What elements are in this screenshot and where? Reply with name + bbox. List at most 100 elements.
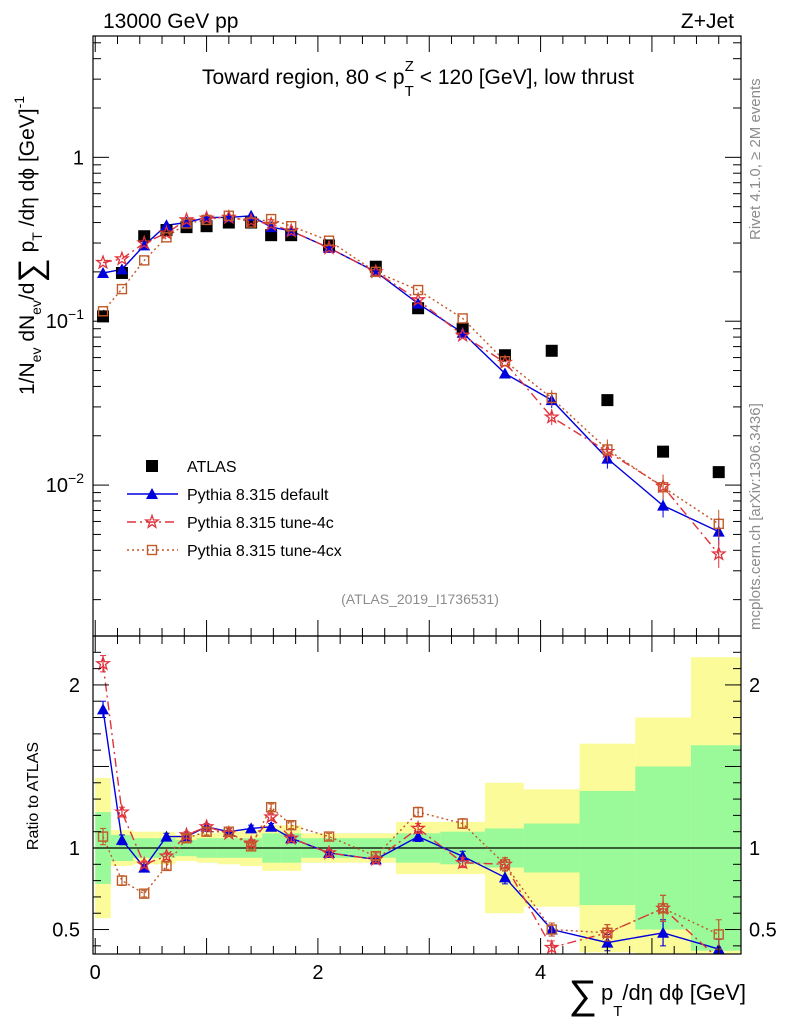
series-line — [102, 215, 719, 533]
data-point — [410, 291, 427, 307]
ratio-point — [412, 806, 424, 818]
ratio-point — [657, 926, 670, 938]
ratio-frame — [92, 635, 742, 955]
x-axis-label: ∑ pT/dη dϕ [GeV] — [568, 973, 746, 1020]
legend-marker — [146, 544, 158, 556]
data-point — [710, 545, 727, 561]
x-tick-label: 4 — [535, 962, 546, 984]
ratio-point — [245, 822, 258, 834]
legend-label: Pythia 8.315 tune-4cx — [187, 543, 342, 560]
ratio-y-tick-label: 0.5 — [52, 920, 80, 942]
legend-marker — [143, 513, 161, 529]
ratio-y-tick-label: 2 — [69, 675, 80, 697]
ratio-point — [283, 829, 300, 846]
ratio-point — [370, 850, 382, 862]
ratio-point — [139, 888, 150, 899]
analysis-watermark: (ATLAS_2019_I1736531) — [341, 591, 499, 607]
ratio-point — [321, 844, 338, 860]
data-point — [116, 283, 128, 295]
data-point — [545, 344, 558, 357]
data-point — [94, 254, 112, 270]
ratio-point — [113, 803, 130, 820]
ratio-point — [543, 938, 560, 954]
data-point — [245, 217, 257, 228]
legend-label: ATLAS — [187, 459, 237, 476]
ratio-point — [160, 830, 173, 842]
series-line — [102, 215, 720, 525]
ratio-point — [201, 826, 212, 837]
data-point — [543, 408, 560, 424]
data-point — [158, 224, 175, 240]
ratio-point — [457, 818, 468, 829]
mcplots-label: mcplots.cern.ch [arXiv:1306.3436] — [747, 403, 764, 630]
ratio-panel: 2 2 1 1 0.5 0.5 0 2 4 Ratio to ATLAS ∑ pT/dη dϕ … — [25, 635, 777, 1020]
ratio-y-ticks: 2 2 1 1 0.5 0.5 — [52, 651, 777, 947]
ratio-point — [412, 830, 425, 842]
legend-label: Pythia 8.315 tune-4c — [187, 515, 334, 532]
data-point — [265, 213, 277, 225]
ratio-point — [181, 833, 192, 844]
ratio-point — [713, 929, 724, 940]
ratio-point — [97, 703, 110, 715]
ratio-point — [498, 871, 511, 883]
rivet-label: Rivet 4.1.0, ≥ 2M events — [747, 78, 764, 240]
data-point — [601, 394, 614, 407]
data-point — [412, 284, 424, 296]
main-panel: Toward region, 80 < pTZ < 120 [GeV], low… — [11, 35, 742, 637]
data-point — [223, 210, 235, 221]
ratio-point — [454, 854, 471, 870]
ratio-y-label: Ratio to ATLAS — [25, 742, 42, 850]
ratio-point — [263, 808, 280, 824]
main-series — [94, 208, 727, 568]
ratio-point — [323, 831, 335, 842]
data-point — [498, 367, 511, 379]
legend-label: Pythia 8.315 default — [187, 487, 329, 504]
legend: ATLAS Pythia 8.315 default Pythia 8.315 tu… — [127, 459, 342, 560]
ratio-y-tick-label: 1 — [749, 838, 760, 860]
y-tick-label: 1 — [73, 147, 84, 169]
data-point — [546, 392, 557, 404]
data-point — [97, 266, 110, 278]
ratio-point — [116, 875, 128, 886]
data-point — [454, 326, 471, 343]
ratio-point — [657, 903, 669, 914]
data-point — [265, 229, 278, 242]
ratio-point — [601, 936, 614, 948]
data-point — [113, 250, 130, 266]
data-point — [323, 235, 335, 246]
data-point — [370, 266, 382, 278]
data-point — [178, 211, 195, 227]
header-right: Z+Jet — [681, 10, 734, 33]
ratio-point — [499, 859, 511, 870]
data-point — [139, 255, 150, 266]
x-tick-label: 2 — [312, 962, 323, 984]
main-title: Toward region, 80 < pTZ < 120 [GeV], low… — [202, 58, 634, 100]
ratio-point — [546, 924, 557, 935]
data-point — [115, 263, 128, 275]
y-tick-label: 10−1 — [46, 306, 84, 333]
x-tick-label: 0 — [90, 962, 101, 984]
y-tick-label: 10−2 — [46, 470, 84, 497]
ratio-y-tick-label: 0.5 — [749, 920, 777, 942]
ratio-point — [410, 819, 427, 836]
ratio-x-ticks: 0 2 4 — [90, 636, 720, 984]
data-point — [285, 220, 297, 232]
ratio-y-tick-label: 2 — [749, 675, 760, 697]
ratio-bands — [95, 657, 741, 954]
data-point — [161, 232, 172, 243]
data-point — [657, 445, 670, 458]
ratio-point — [94, 655, 112, 671]
data-point — [457, 313, 468, 324]
ratio-point — [136, 855, 153, 872]
ratio-point — [158, 847, 175, 863]
data-point — [499, 356, 511, 367]
ratio-point — [115, 833, 128, 845]
data-point — [657, 499, 670, 511]
data-point — [602, 444, 613, 455]
data-point — [713, 518, 724, 530]
ratio-point — [265, 802, 277, 813]
data-point — [201, 214, 212, 226]
ratio-point — [602, 927, 613, 938]
